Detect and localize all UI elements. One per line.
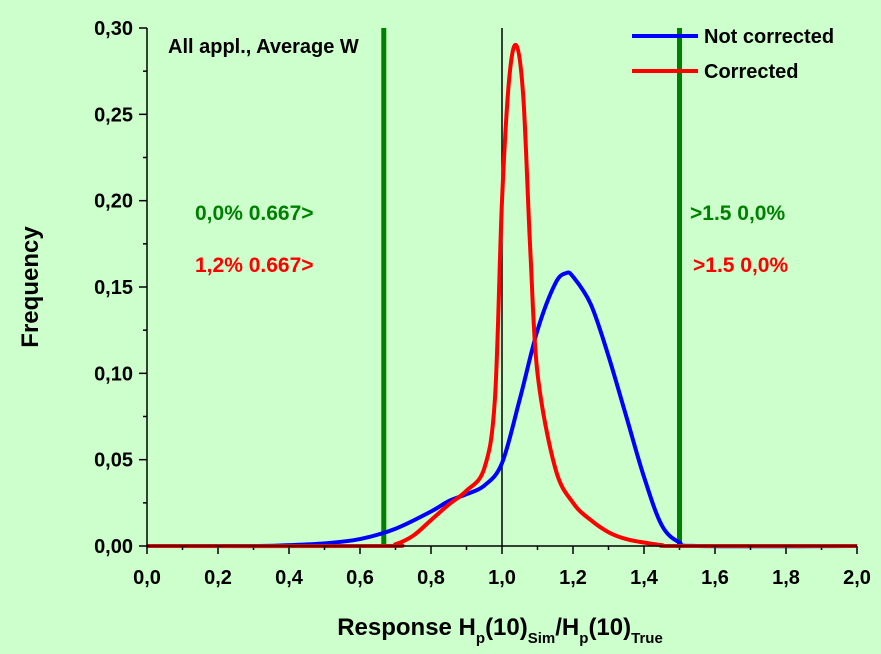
y-tick-label: 0,25 [94, 104, 133, 126]
x-tick-label: 2,0 [843, 567, 871, 589]
annotation-0: 0,0% 0.667> [195, 202, 314, 225]
axes: 0,0 0,2 0,4 0,6 0,8 1,0 1,2 1,4 1,6 1,8 2,0 0,00 0,0… [94, 18, 871, 589]
y-tick-label: 0,20 [94, 191, 133, 213]
x-tick-label: 0,0 [133, 567, 161, 589]
x-tick-label: 1,4 [630, 567, 659, 589]
annotations: 0,0% 0.667> 1,2% 0.667> >1.5 0,0% >1.5 0,0% [195, 202, 788, 277]
x-tick-label: 0,6 [346, 567, 374, 589]
series-line-not-corrected [146, 270, 858, 549]
x-tick-label: 1,0 [488, 567, 516, 589]
labels: All appl., Average W Frequency Response … [17, 36, 663, 647]
x-tick-label: 1,2 [559, 567, 587, 589]
x-tick-label: 1,8 [772, 567, 800, 589]
legend-label-not-corrected: Not corrected [704, 26, 834, 48]
y-tick-label: 0,00 [94, 536, 133, 558]
x-tick-label: 0,8 [417, 567, 445, 589]
legend-label-corrected: Corrected [704, 61, 798, 83]
y-tick-label: 0,10 [94, 363, 133, 385]
plot-area [146, 28, 858, 549]
legend: Not corrected Corrected [632, 26, 834, 83]
y-tick-label: 0,30 [94, 18, 133, 40]
annotation-1: 1,2% 0.667> [195, 254, 314, 277]
y-axis-label: Frequency [17, 226, 44, 348]
x-tick-label: 0,2 [204, 567, 232, 589]
x-axis-label: Response Hp(10)Sim/Hp(10)True [337, 614, 663, 647]
x-tick-label: 0,4 [275, 567, 304, 589]
x-tick-label: 1,6 [701, 567, 729, 589]
annotation-3: >1.5 0,0% [693, 254, 788, 277]
annotation-2: >1.5 0,0% [690, 202, 785, 225]
chart-title: All appl., Average W [168, 36, 359, 58]
y-tick-label: 0,05 [94, 450, 133, 472]
y-tick-label: 0,15 [94, 277, 133, 299]
series-line-corrected [146, 42, 858, 549]
